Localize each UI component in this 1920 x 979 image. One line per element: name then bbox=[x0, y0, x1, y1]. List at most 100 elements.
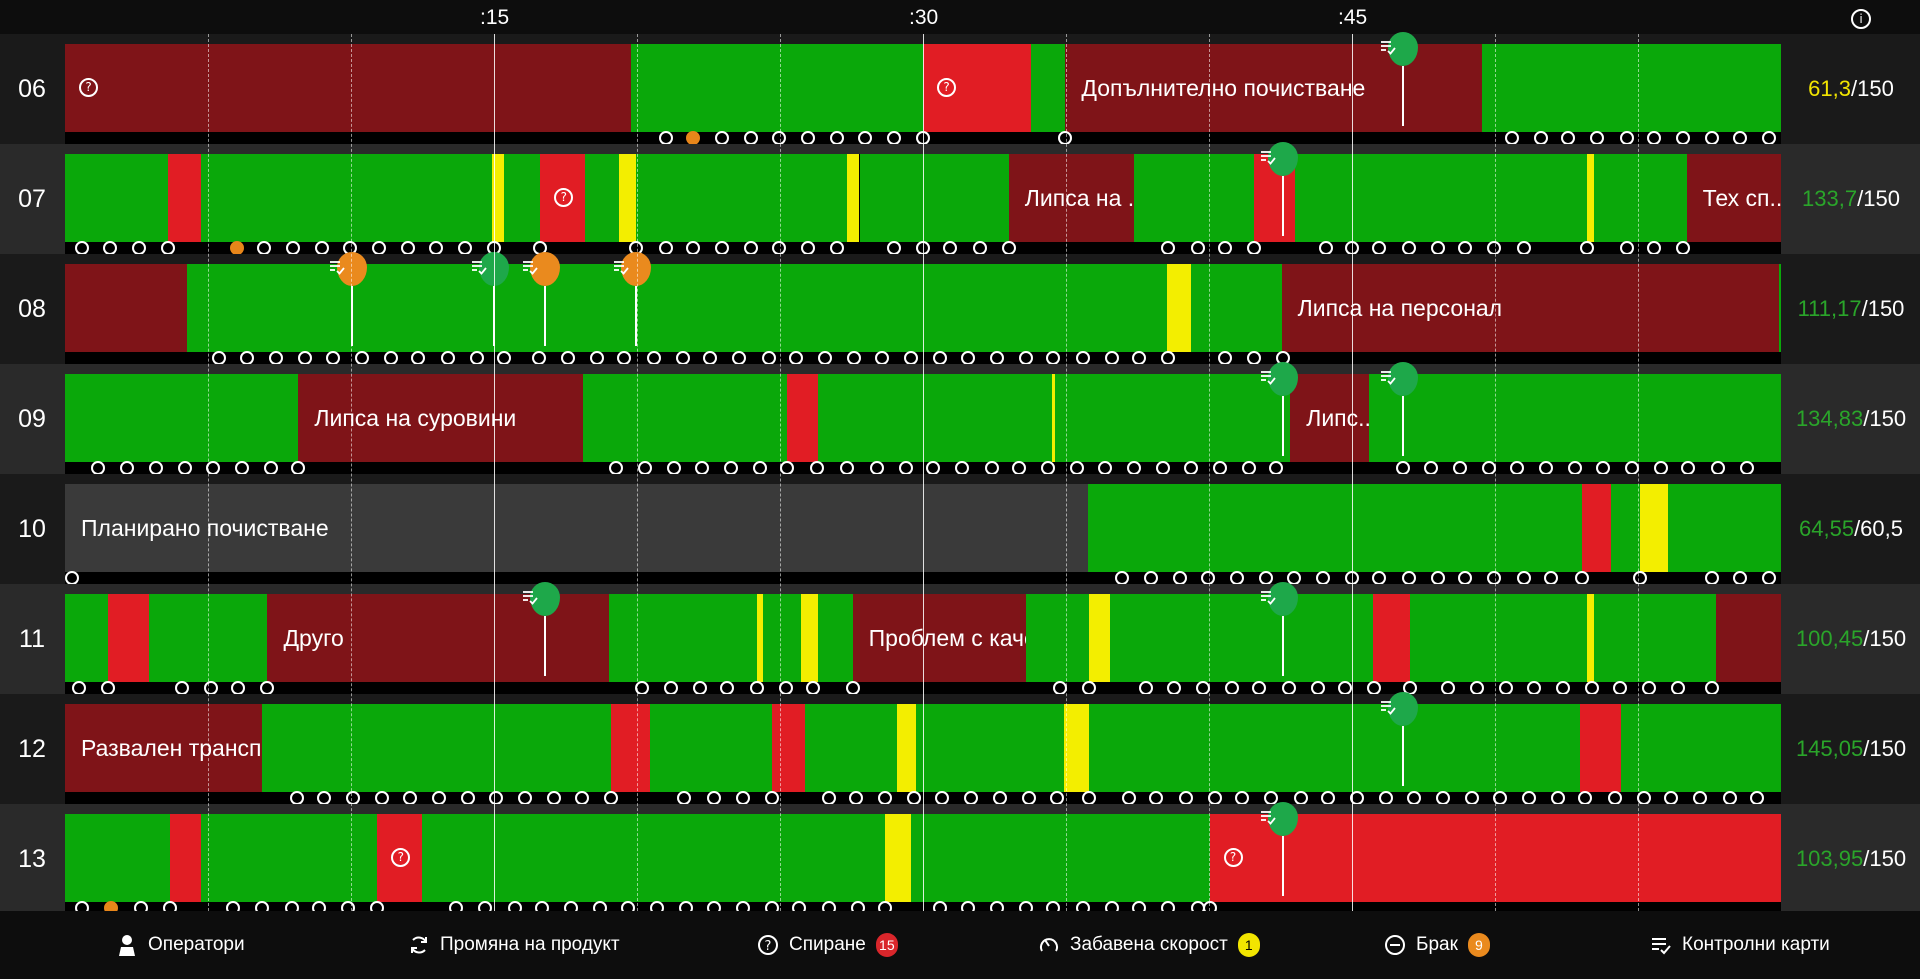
segment-downtime[interactable] bbox=[1581, 484, 1612, 572]
cycle-marker[interactable] bbox=[886, 131, 901, 144]
cycle-marker[interactable] bbox=[1722, 791, 1737, 804]
segment-running[interactable] bbox=[1190, 264, 1282, 352]
cycle-marker[interactable] bbox=[1487, 241, 1502, 254]
cycle-marker[interactable] bbox=[752, 461, 767, 474]
cycle-marker[interactable] bbox=[234, 461, 249, 474]
cycle-marker[interactable] bbox=[372, 241, 387, 254]
cycle-marker[interactable] bbox=[317, 791, 332, 804]
cycle-marker[interactable] bbox=[1676, 241, 1691, 254]
cycle-marker[interactable] bbox=[1504, 131, 1519, 144]
cycle-marker[interactable] bbox=[706, 791, 721, 804]
segment-downtime-long[interactable]: ? bbox=[65, 44, 632, 132]
cycle-marker[interactable] bbox=[1749, 791, 1764, 804]
cycle-marker[interactable] bbox=[1624, 461, 1639, 474]
cycle-marker[interactable] bbox=[1595, 461, 1610, 474]
cycle-marker[interactable] bbox=[667, 461, 682, 474]
segment-downtime[interactable] bbox=[610, 704, 651, 792]
cycle-marker[interactable] bbox=[1379, 791, 1394, 804]
cycle-marker[interactable] bbox=[574, 791, 589, 804]
segment-downtime-long[interactable]: Допълнително почистване bbox=[1065, 44, 1483, 132]
segment-downtime-long[interactable] bbox=[1715, 594, 1781, 682]
cycle-marker[interactable] bbox=[119, 461, 134, 474]
segment-running[interactable] bbox=[818, 374, 1052, 462]
cycle-marker[interactable] bbox=[1259, 571, 1274, 584]
cycle-marker[interactable] bbox=[1115, 571, 1130, 584]
segment-slow[interactable] bbox=[1166, 264, 1191, 352]
cycle-marker[interactable] bbox=[658, 241, 673, 254]
cycle-marker[interactable] bbox=[1641, 681, 1656, 694]
legend-stops[interactable]: ? Спиране 15 bbox=[757, 911, 898, 979]
cycle-marker[interactable] bbox=[71, 681, 86, 694]
segment-running[interactable] bbox=[763, 594, 802, 682]
cycle-marker[interactable] bbox=[849, 791, 864, 804]
segment-slow[interactable] bbox=[1051, 374, 1056, 462]
cycle-marker[interactable] bbox=[440, 351, 455, 364]
cycle-marker[interactable] bbox=[801, 131, 816, 144]
cycle-marker[interactable] bbox=[634, 681, 649, 694]
cycle-marker[interactable] bbox=[1320, 791, 1335, 804]
cycle-marker[interactable] bbox=[1281, 681, 1296, 694]
segment-downtime[interactable] bbox=[787, 374, 819, 462]
cycle-marker[interactable] bbox=[761, 351, 776, 364]
segment-slow[interactable] bbox=[1587, 594, 1594, 682]
cycle-marker[interactable] bbox=[1247, 241, 1262, 254]
cycle-marker[interactable] bbox=[375, 791, 390, 804]
segment-running[interactable] bbox=[1482, 44, 1781, 132]
cycle-marker[interactable] bbox=[1619, 131, 1634, 144]
segment-downtime[interactable] bbox=[771, 704, 805, 792]
cycle-marker[interactable] bbox=[778, 681, 793, 694]
cycle-marker[interactable] bbox=[1693, 791, 1708, 804]
segment-downtime[interactable] bbox=[1580, 704, 1622, 792]
cycle-marker[interactable] bbox=[1046, 351, 1061, 364]
cycle-marker[interactable] bbox=[1590, 131, 1605, 144]
cycle-marker[interactable] bbox=[517, 791, 532, 804]
cycle-marker[interactable] bbox=[744, 131, 759, 144]
cycle-marker[interactable] bbox=[1435, 791, 1450, 804]
cycle-marker[interactable] bbox=[1001, 241, 1016, 254]
cycle-marker[interactable] bbox=[1127, 461, 1142, 474]
segment-slow[interactable] bbox=[1063, 704, 1090, 792]
cycle-marker[interactable] bbox=[1458, 571, 1473, 584]
cycle-marker[interactable] bbox=[1647, 131, 1662, 144]
cycle-marker[interactable] bbox=[764, 791, 779, 804]
cycle-marker[interactable] bbox=[289, 791, 304, 804]
cycle-marker[interactable] bbox=[869, 461, 884, 474]
cycle-marker[interactable] bbox=[749, 681, 764, 694]
cycle-marker[interactable] bbox=[675, 351, 690, 364]
cycle-marker[interactable] bbox=[964, 791, 979, 804]
cycle-marker[interactable] bbox=[658, 131, 673, 144]
cycle-marker[interactable] bbox=[1516, 241, 1531, 254]
segment-running[interactable] bbox=[650, 704, 772, 792]
cycle-marker[interactable] bbox=[1104, 351, 1119, 364]
cycle-marker[interactable] bbox=[735, 791, 750, 804]
cycle-marker[interactable] bbox=[1705, 571, 1720, 584]
segment-slow[interactable] bbox=[619, 154, 637, 242]
segment-running[interactable] bbox=[1087, 484, 1582, 572]
cycle-marker[interactable] bbox=[488, 791, 503, 804]
cycle-marker[interactable] bbox=[100, 681, 115, 694]
segment-downtime[interactable]: ? bbox=[923, 44, 1032, 132]
cycle-marker[interactable] bbox=[1218, 241, 1233, 254]
cycle-marker[interactable] bbox=[131, 241, 146, 254]
legend-scrap[interactable]: Брак 9 bbox=[1384, 911, 1490, 979]
cycle-marker[interactable] bbox=[1705, 131, 1720, 144]
cycle-marker[interactable] bbox=[1732, 571, 1747, 584]
segment-planned[interactable]: Планирано почистване bbox=[65, 484, 1088, 572]
cycle-marker[interactable] bbox=[943, 241, 958, 254]
cycle-marker[interactable] bbox=[1161, 351, 1176, 364]
segment-downtime-long[interactable]: Развален транспо... bbox=[65, 704, 293, 792]
cycle-marker[interactable] bbox=[1190, 241, 1205, 254]
segment-downtime-long[interactable] bbox=[65, 264, 187, 352]
segment-running[interactable] bbox=[1025, 594, 1090, 682]
segment-running[interactable] bbox=[584, 154, 620, 242]
legend-product-change[interactable]: Промяна на продукт bbox=[408, 911, 620, 979]
cycle-marker[interactable] bbox=[677, 791, 692, 804]
segment-running[interactable] bbox=[583, 374, 788, 462]
cycle-marker[interactable] bbox=[903, 351, 918, 364]
cycle-marker[interactable] bbox=[1761, 571, 1776, 584]
cycle-marker[interactable] bbox=[354, 351, 369, 364]
cycle-marker[interactable] bbox=[1664, 791, 1679, 804]
cycle-marker[interactable] bbox=[960, 351, 975, 364]
cycle-marker[interactable] bbox=[1556, 681, 1571, 694]
cycle-marker[interactable] bbox=[898, 461, 913, 474]
